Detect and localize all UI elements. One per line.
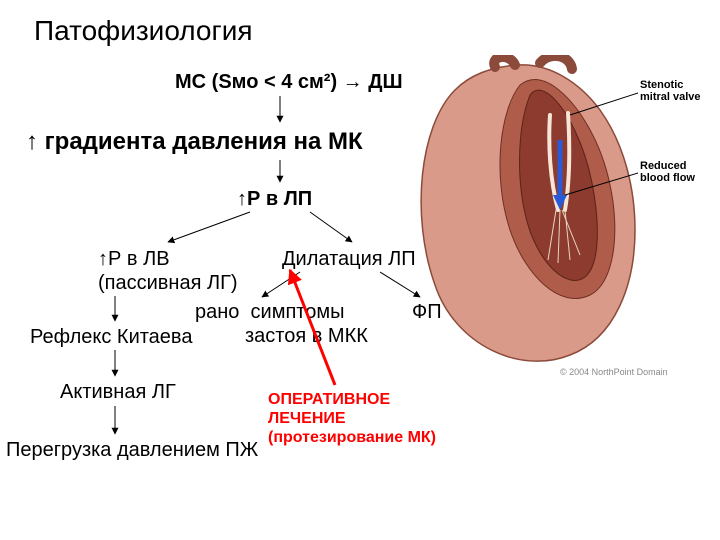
slide-title: Патофизиология — [34, 14, 253, 48]
heart-label-stenotic: Stenotic mitral valve — [640, 79, 715, 103]
node-overload: Перегрузка давлением ПЖ — [6, 438, 258, 462]
node-plv: ↑Р в ЛВ (пассивная ЛГ) — [98, 247, 238, 295]
node-rano: рано симптомы застоя в МКК — [195, 300, 368, 348]
node-oper: ОПЕРАТИВНОЕ ЛЕЧЕНИЕ (протезирование МК) — [268, 390, 436, 448]
node-kitaev: Рефлекс Китаева — [30, 325, 192, 349]
node-gradient: ↑ градиента давления на МК — [26, 128, 363, 157]
heart-label-reduced: Reduced blood flow — [640, 160, 715, 184]
heart-illustration: Stenotic mitral valve Reduced blood flow… — [400, 55, 715, 385]
node-activelg: Активная ЛГ — [60, 380, 176, 404]
node-fp: ФП — [412, 300, 442, 324]
heart-credit: © 2004 NorthPoint Domain — [560, 367, 668, 377]
node-dilat: Дилатация ЛП — [282, 247, 416, 271]
node-ms: МС (Sмо < 4 см²) → ДШ — [175, 70, 403, 94]
node-plp: ↑Р в ЛП — [237, 187, 312, 211]
